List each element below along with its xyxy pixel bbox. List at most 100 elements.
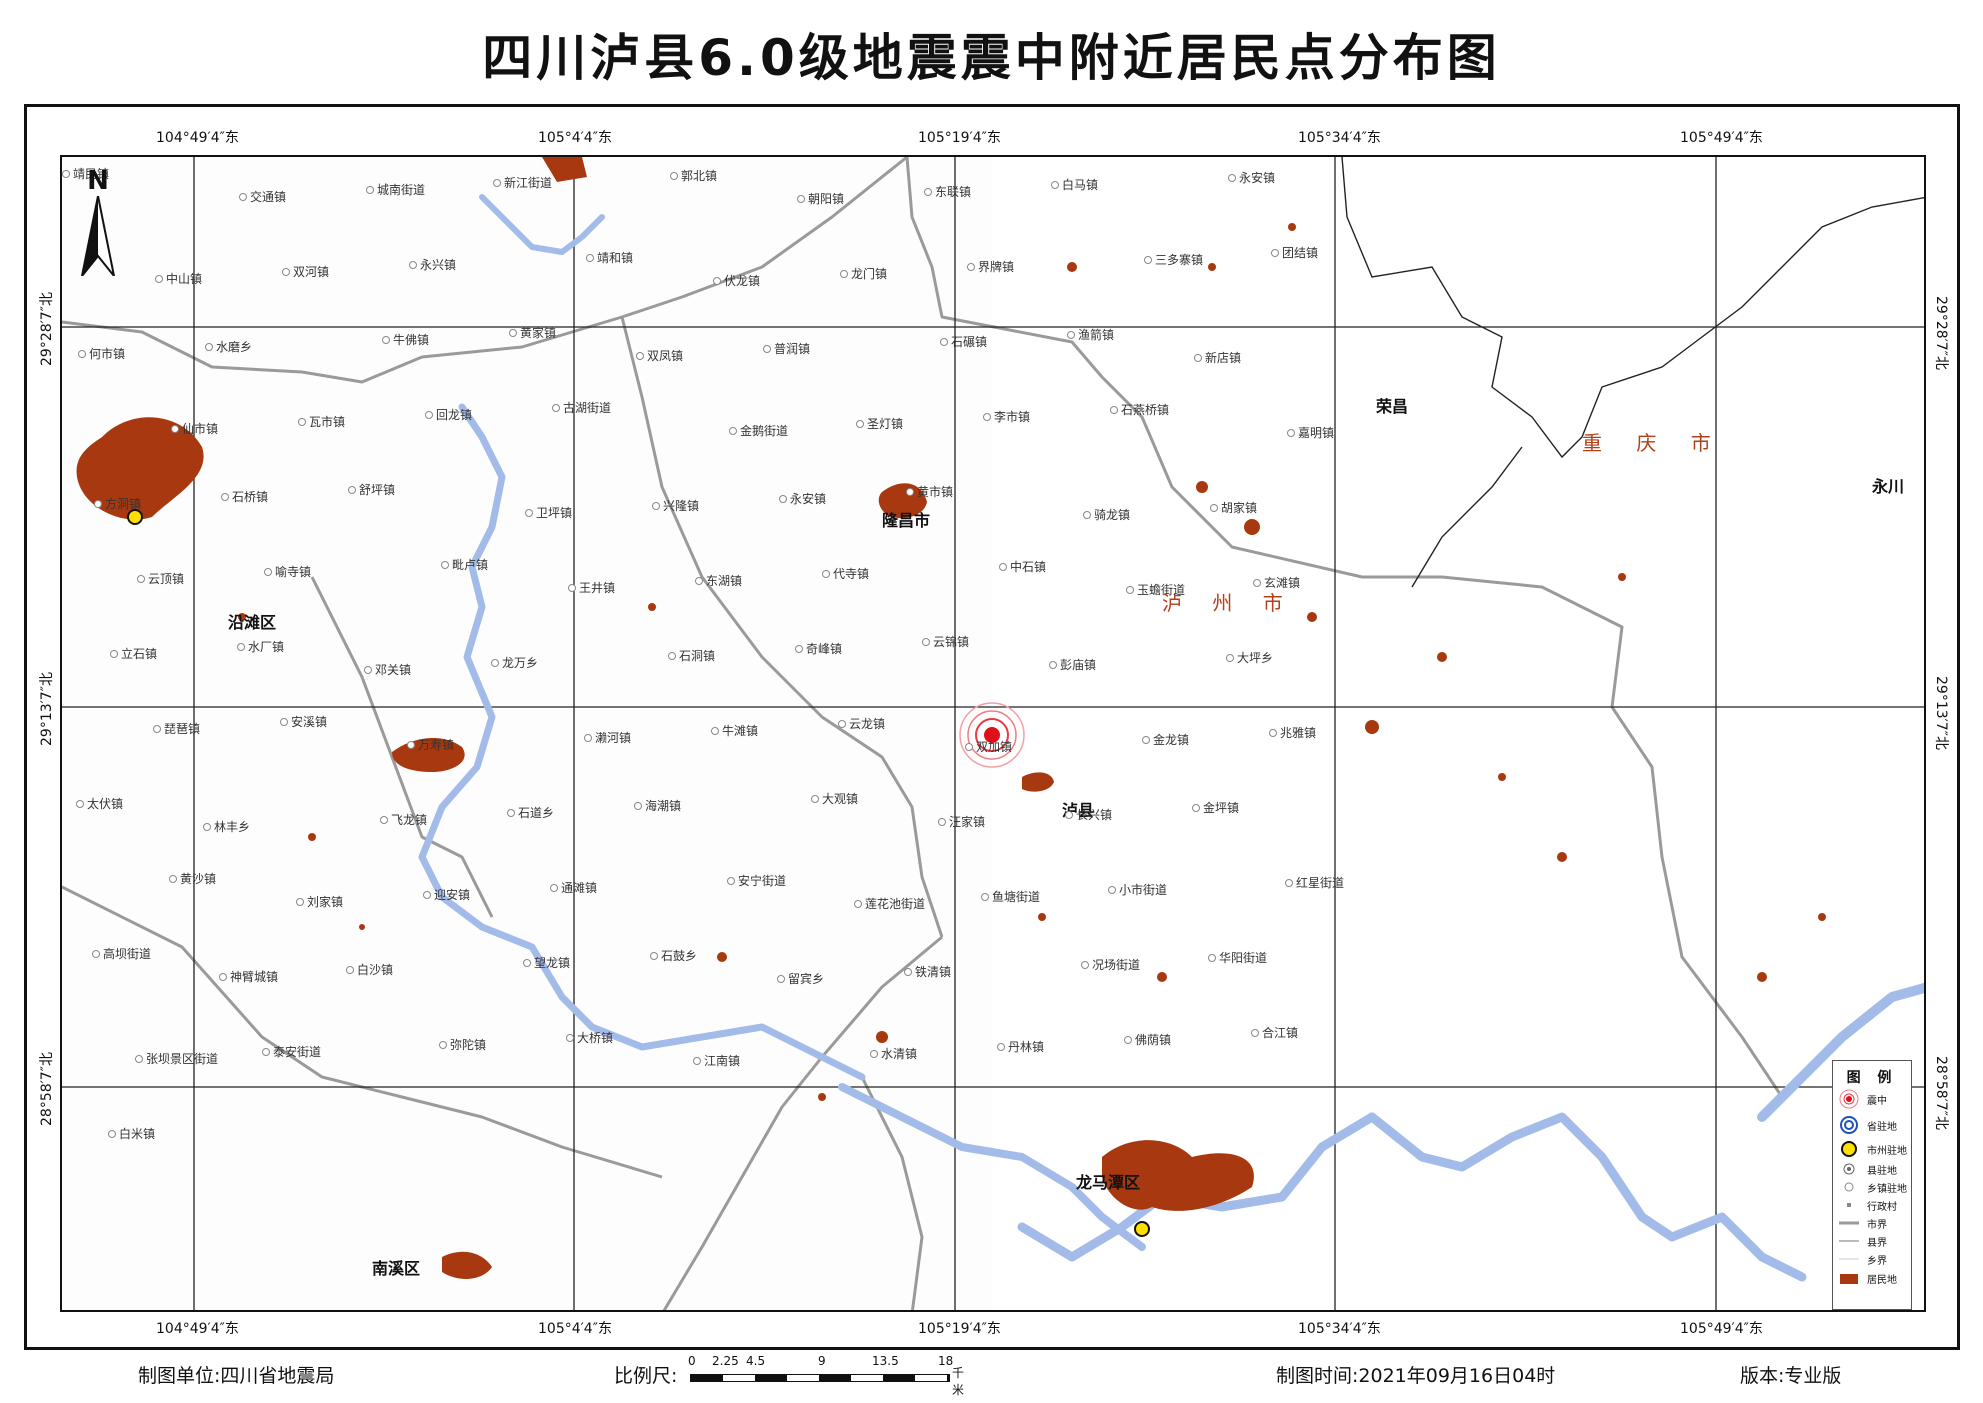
township-seat-icon <box>280 718 288 726</box>
township-seat-icon <box>76 800 84 808</box>
river-east <box>1757 982 1924 1122</box>
township-name: 白米镇 <box>119 1127 156 1141</box>
township-label: 大观镇 <box>811 790 858 807</box>
township-seat-icon <box>523 959 531 967</box>
township-label: 石鼓乡 <box>650 947 697 964</box>
township-seat-icon <box>137 575 145 583</box>
map-title: 四川泸县6.0级地震震中附近居民点分布图 <box>482 29 1501 87</box>
map-canvas <box>62 157 1924 1310</box>
township-label: 永兴镇 <box>409 256 456 273</box>
city-seat-markers <box>127 509 1150 1237</box>
county-seat-icon <box>1843 1163 1855 1175</box>
township-name: 云顶镇 <box>148 572 185 586</box>
township-seat-icon <box>1124 1036 1132 1044</box>
settlement-dot <box>359 924 365 930</box>
township-name: 东联镇 <box>935 185 972 199</box>
township-label: 仙市镇 <box>171 420 218 437</box>
township-label: 胡家镇 <box>1210 499 1257 516</box>
township-seat-icon <box>650 952 658 960</box>
township-name: 留宾乡 <box>788 972 825 986</box>
map-area[interactable]: 泸 州 市 重 庆 市 荣昌 永川 泸县 沿滩区 龙马潭区 南溪区 隆昌市 靖民… <box>60 155 1926 1312</box>
township-name: 朝阳镇 <box>808 192 845 206</box>
township-seat-icon <box>423 891 431 899</box>
township-name: 鱼塘街道 <box>992 890 1041 904</box>
township-label: 三多寨镇 <box>1144 251 1203 268</box>
township-label: 双河镇 <box>282 263 329 280</box>
township-seat-icon <box>262 1048 270 1056</box>
township-name: 牛佛镇 <box>393 333 430 347</box>
epicenter-marker[interactable] <box>959 702 1025 768</box>
township-seat-icon <box>1192 804 1200 812</box>
epicenter-ring-inner <box>975 718 1009 752</box>
township-name: 海潮镇 <box>645 799 682 813</box>
township-seat-icon <box>364 666 372 674</box>
township-name: 太伏镇 <box>87 797 124 811</box>
township-name: 铁清镇 <box>915 965 952 979</box>
township-label: 白米镇 <box>108 1125 155 1142</box>
township-name: 黄市镇 <box>917 485 954 499</box>
lon-label-top-5: 105°49′4″东 <box>1680 130 1763 146</box>
township-seat-icon <box>711 727 719 735</box>
township-seat-icon <box>997 1043 1005 1051</box>
township-name: 回龙镇 <box>436 408 473 422</box>
township-label: 刘家镇 <box>296 893 343 910</box>
township-seat-icon <box>797 195 805 203</box>
legend-label: 县界 <box>1867 1237 1887 1249</box>
township-name: 大坪乡 <box>1237 651 1274 665</box>
township-label: 王井镇 <box>568 579 615 596</box>
scale-tick: 0 <box>688 1354 696 1368</box>
township-seat-icon <box>1210 504 1218 512</box>
township-name: 邓关镇 <box>375 663 412 677</box>
township-label: 中山镇 <box>155 270 202 287</box>
township-label: 舒坪镇 <box>348 481 395 498</box>
township-seat-icon <box>983 413 991 421</box>
township-label: 新江街道 <box>493 174 552 191</box>
settlement-zigong <box>76 417 204 520</box>
township-label: 东湖镇 <box>695 572 742 589</box>
township-seat-icon <box>205 343 213 351</box>
township-name: 石道乡 <box>518 806 555 820</box>
chongqing-boundary-west <box>1411 446 1523 588</box>
township-label: 古湖街道 <box>552 399 611 416</box>
lon-label-bottom-3: 105°19′4″东 <box>918 1321 1001 1337</box>
scale-tick: 18 <box>938 1354 954 1368</box>
township-seat-icon <box>441 561 449 569</box>
township-seat-icon <box>425 411 433 419</box>
township-label: 水磨乡 <box>205 338 252 355</box>
settlement-dot <box>1067 262 1077 272</box>
legend-label: 县驻地 <box>1867 1165 1897 1177</box>
label-longchang: 隆昌市 <box>882 511 931 530</box>
township-label: 石燕桥镇 <box>1110 401 1169 418</box>
footer-unit: 制图单位:四川省地震局 <box>138 1365 335 1387</box>
township-label: 黄市镇 <box>906 483 953 500</box>
township-label: 云龙镇 <box>838 715 885 732</box>
township-label: 云锦镇 <box>922 633 969 650</box>
epicenter-ring-mid <box>967 710 1017 760</box>
township-name: 通滩镇 <box>561 881 598 895</box>
lon-label-top-2: 105°4′4″东 <box>538 130 612 146</box>
township-seat-icon <box>407 741 415 749</box>
river-tuojiang <box>418 403 866 1081</box>
township-name: 迎安镇 <box>434 888 471 902</box>
township-name: 方洞镇 <box>105 497 142 511</box>
township-seat-icon <box>856 420 864 428</box>
township-label: 水厂镇 <box>237 638 284 655</box>
township-label: 迎安镇 <box>423 886 470 903</box>
township-name: 白沙镇 <box>357 963 394 977</box>
township-label: 新店镇 <box>1194 349 1241 366</box>
township-label: 金坪镇 <box>1192 799 1239 816</box>
township-name: 水厂镇 <box>248 640 285 654</box>
north-arrow-icon <box>81 195 115 277</box>
township-label: 双凤镇 <box>636 347 683 364</box>
township-label: 金鹅街道 <box>729 422 788 439</box>
township-label: 骑龙镇 <box>1083 506 1130 523</box>
township-seat-icon <box>509 329 517 337</box>
legend: 图 例 震中 省驻地 市州驻地 县驻地 乡镇驻地 行政村 市界 县界 乡界 居民… <box>1832 1060 1912 1310</box>
township-label: 永安镇 <box>1228 169 1275 186</box>
township-seat-icon <box>670 172 678 180</box>
settlement-dot <box>1244 519 1260 535</box>
settlement-dot <box>1038 913 1046 921</box>
township-seat-icon <box>777 975 785 983</box>
township-name: 新江街道 <box>504 176 553 190</box>
township-label: 圣灯镇 <box>856 415 903 432</box>
